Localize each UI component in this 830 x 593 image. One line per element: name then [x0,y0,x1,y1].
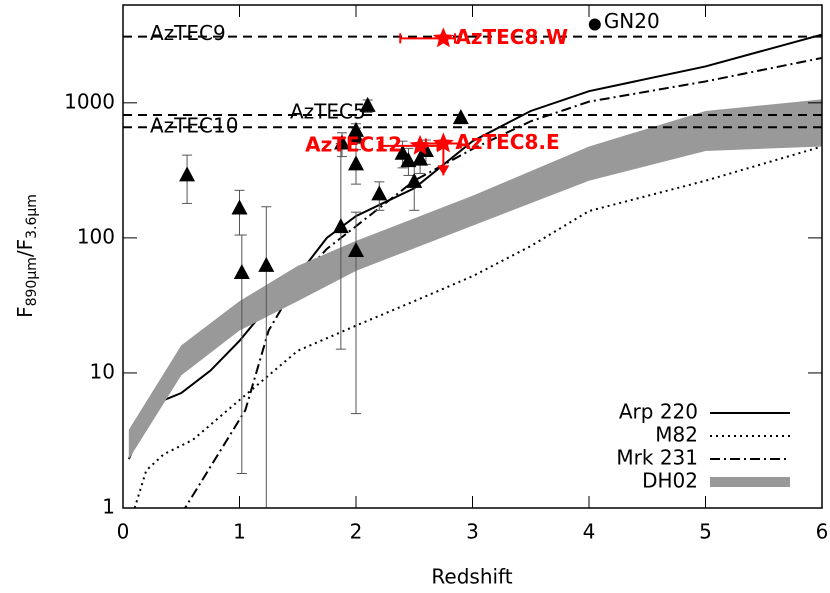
y-tick-label: 1000 [64,89,115,113]
y-tick-label: 1 [102,495,115,519]
y-label-part: 3.6μm [24,194,40,239]
x-tick-label: 3 [466,520,479,544]
point-label: GN20 [604,9,660,33]
point [332,218,349,234]
y-tick-label: 100 [77,224,115,248]
point [233,263,250,279]
point [334,134,351,150]
legend-label: DH02 [642,469,698,493]
point [231,199,248,215]
y-axis-label: F890μm/F3.6μm [13,194,41,318]
plot [127,33,822,508]
point [406,172,423,188]
x-axis-label: Redshift [431,565,512,589]
x-tick-label: 5 [699,520,712,544]
band [128,99,822,460]
legend-label: M82 [655,423,698,447]
hline-label: AzTEC9 [150,21,226,45]
hline-label: AzTEC10 [150,114,238,138]
point [348,155,364,171]
x-tick-label: 4 [583,520,596,544]
x-tick-label: 2 [350,520,363,544]
point [348,241,364,257]
point [412,150,429,166]
point [432,27,454,48]
point [359,96,376,112]
point-label: AzTEC12 [305,132,402,156]
y-tick-label: 10 [90,359,115,383]
model-line [127,33,822,460]
x-tick-label: 0 [117,520,130,544]
model-line [183,56,822,508]
point [417,141,434,157]
point [348,127,364,143]
legend-label: Mrk 231 [616,446,698,470]
point [371,185,388,201]
point [400,152,417,168]
point [452,109,469,125]
point [179,166,196,182]
point [258,256,275,272]
plot-frame [122,4,823,509]
y-label-part: 890μm [24,257,40,306]
point-label: AzTEC8.E [455,130,559,154]
legend-label: Arp 220 [619,400,698,424]
point [409,134,431,155]
y-label-part: /F [13,239,37,257]
hline-label: AzTEC5 [290,99,366,123]
y-label-part: F [13,306,37,318]
x-tick-label: 1 [233,520,246,544]
arrow-head [437,165,450,176]
point [432,132,454,153]
x-tick-label: 6 [816,520,829,544]
point-label: AzTEC8.W [455,25,568,49]
point [588,18,601,31]
